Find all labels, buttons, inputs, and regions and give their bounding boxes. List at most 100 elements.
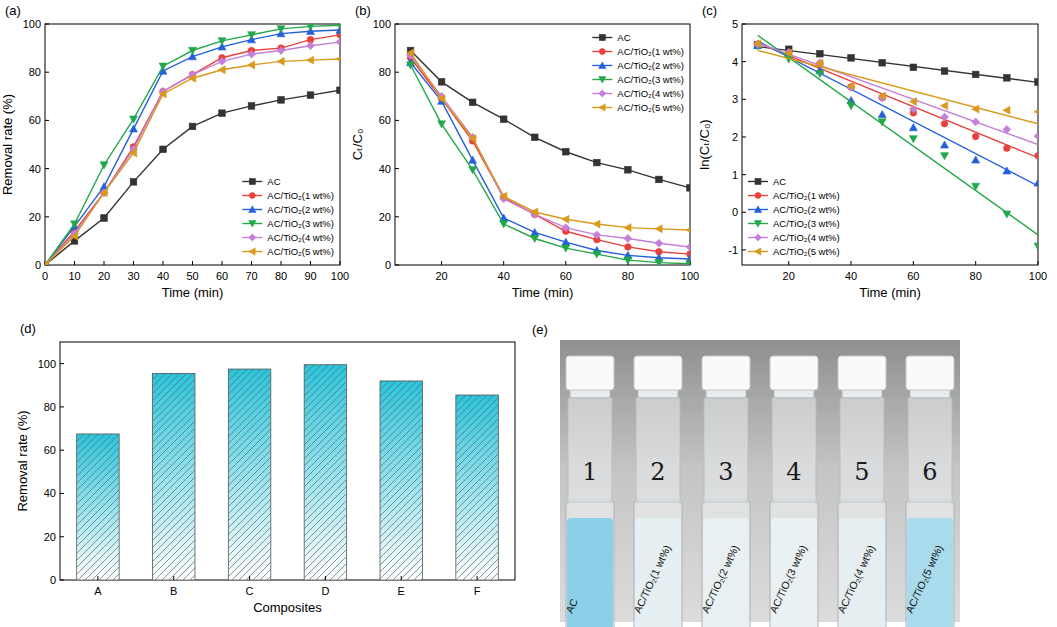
y-tick-label: -1 [728,244,738,256]
marks [407,47,690,265]
x-tick-label: 60 [560,270,572,282]
data-point [71,232,78,240]
y-tick [45,168,49,169]
data-point [531,134,538,141]
y-tick-label: 100 [38,358,56,370]
data-point [531,229,539,236]
y-tick [742,24,746,25]
y-tick-label: 0 [385,259,391,271]
data-point [562,215,569,223]
vial-cap [770,356,818,390]
data-point [848,55,855,62]
fit-line [758,41,1038,186]
data-point [754,40,762,48]
data-point [248,32,256,39]
legend-label: AC/TiO₂(3 wt%) [773,218,840,229]
data-point [625,167,632,174]
panel-letter: (a) [5,3,21,18]
x-tick-label: E [398,585,405,597]
data-point [277,57,284,65]
data-point [189,123,196,130]
y-tick-label: 20 [29,211,41,223]
y-tick-label: 20 [379,211,391,223]
plot-frame [45,24,340,265]
bar [304,365,346,580]
data-point [686,226,690,234]
data-point [941,113,949,121]
data-point [1035,79,1038,86]
data-point [1034,132,1038,140]
y-tick [742,136,746,137]
legend-marker [249,248,255,255]
data-point [130,149,137,157]
x-tick [441,261,442,265]
legend-marker [754,221,761,227]
vial: 1AC [563,356,614,627]
y-tick [742,249,746,250]
x-tick [788,261,789,265]
bar [77,434,119,580]
y-tick-label: 60 [29,114,41,126]
data-point [160,146,167,153]
x-tick [325,576,326,580]
vial-label: AC/TiO₂(2 wt%) [699,543,741,615]
y-tick-label: 80 [379,66,391,78]
y-tick-label: 3 [732,93,738,105]
vial-number: 2 [650,458,665,486]
data-point [1034,179,1038,186]
legend-label: AC/TiO₂(2 wt%) [773,204,840,215]
y-axis-title: Cₜ/C₀ [350,129,365,161]
x-axis-title: Composites [253,600,322,615]
legend-marker [754,206,761,212]
panel: 0204060801000102030405060708090100Time (… [0,3,349,300]
data-point [248,103,255,110]
x-tick-label: 100 [681,270,699,282]
vial-cap [566,356,614,390]
legend-marker [599,104,605,111]
legend-label: AC/TiO₂(3 wt%) [617,74,684,85]
x-tick [1038,261,1039,265]
y-tick-label: 80 [29,66,41,78]
x-axis-title: Time (min) [512,285,574,300]
y-tick-label: 5 [732,18,738,30]
data-point [785,48,793,56]
legend-marker [755,179,761,185]
x-tick-label: 80 [275,270,287,282]
y-tick-label: 20 [44,531,56,543]
data-point [307,42,315,50]
y-axis-title: Removal rate (%) [15,410,30,511]
legend: ACAC/TiO₂(1 wt%)AC/TiO₂(2 wt%)AC/TiO₂(3 … [242,176,334,257]
fit-line [758,50,1038,123]
bar-hatch [228,369,270,580]
y-tick-label: 0 [35,259,41,271]
data-point [1003,125,1011,133]
data-point [1004,75,1011,82]
legend-marker [249,193,255,199]
x-tick [104,261,105,265]
data-point [847,82,854,90]
x-tick-label: 40 [157,270,169,282]
y-tick [395,168,399,169]
bar-hatch [380,381,422,580]
series-line [411,58,690,254]
data-point [45,262,48,265]
data-point [218,66,225,74]
series-line [411,63,690,259]
data-point [159,63,167,70]
data-point [336,55,340,63]
bar-hatch [77,434,119,580]
data-point [101,215,108,222]
legend-marker [755,193,761,199]
x-tick-label: D [321,585,329,597]
vial-cap [634,356,682,390]
plot-frame [742,24,1038,265]
data-point [307,56,314,64]
data-point [941,120,948,127]
y-tick-label: 100 [373,18,391,30]
data-point [45,262,49,265]
x-tick-label: 40 [498,270,510,282]
data-point [407,49,414,57]
data-point [655,259,663,265]
panel: 020406080100CompositesRemoval rate (%)(d… [15,321,515,615]
data-point [531,235,539,242]
